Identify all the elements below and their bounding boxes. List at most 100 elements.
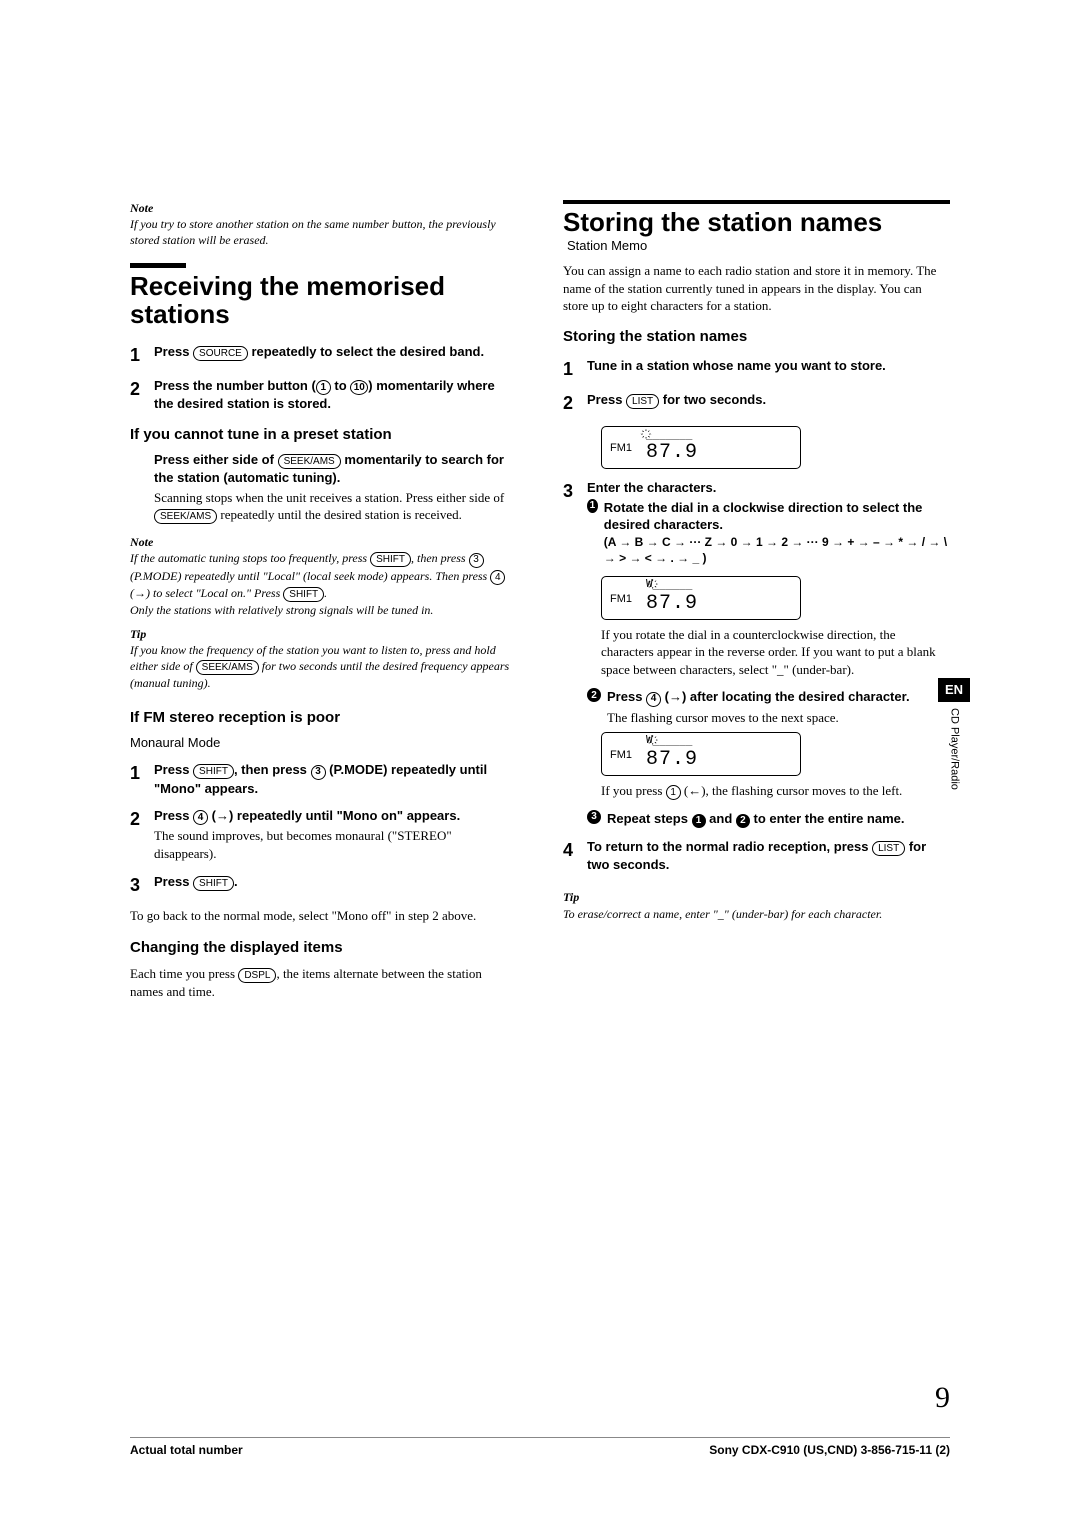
step-number: 1 [563,357,579,381]
body-text: repeatedly until the desired station is … [217,507,462,522]
section-subtitle: Station Memo [567,237,950,255]
step-number: 2 [563,391,579,415]
body-text: If you press [601,783,666,798]
body-text: Each time you press [130,966,238,981]
substep-1-icon: 1 [587,499,598,513]
step-text: Press either side of [154,452,278,467]
step-text: to [331,378,351,393]
substep-text: (→) after locating the desired character… [661,689,910,704]
note-fragment: (→) to select "Local on." Press [130,586,283,600]
step-number: 4 [563,838,579,874]
language-badge: EN [938,678,970,702]
step-3: 3 Enter the characters. 1 Rotate the dia… [563,479,950,566]
char-sequence: (A → B → C → ··· Z → 0 → 1 → 2 → ··· 9 →… [604,534,950,566]
step-2: 2 Press LIST for two seconds. [563,391,950,415]
footer-left: Actual total number [130,1442,243,1458]
section-rule [130,263,186,268]
substep-text: Press [607,689,646,704]
note-label: Note [130,200,517,216]
lcd-freq: 87.9 [646,439,698,466]
shift-label: SHIFT [370,552,411,567]
note-text: If the automatic tuning stops too freque… [130,550,517,618]
source-button-label: SOURCE [193,346,248,361]
shift-label: SHIFT [193,764,234,779]
step-number: 2 [130,377,146,413]
note-fragment: , then press [411,551,469,565]
step-text: (→) repeatedly until "Mono on" appears. [208,808,460,823]
step-text: for two seconds. [659,392,766,407]
step-text: Press [587,392,626,407]
seek-ams-label: SEEK/AMS [154,509,217,524]
side-tab: EN CD Player/Radio [938,678,970,789]
lcd-cursor: W҉ [646,577,653,590]
lcd-dashes: _______ [646,427,692,440]
subsection-heading: Changing the displayed items [130,938,517,958]
tip-label: Tip [563,889,950,905]
substep-text: Rotate the dial in a clockwise direction… [604,499,950,534]
body-text: To go back to the normal mode, select "M… [130,907,517,925]
shift-label: SHIFT [193,876,234,891]
substep-text: and [706,811,736,826]
body-text: The flashing cursor moves to the next sp… [607,709,950,727]
ref-1-icon: 1 [692,814,706,828]
note-fragment: . [324,586,327,600]
page-number: 9 [935,1378,950,1419]
body-text: The sound improves, but becomes monaural… [154,827,517,862]
body-text: (←), the flashing cursor moves to the le… [681,783,903,798]
step-text: Enter the characters. [587,480,716,495]
section-label: CD Player/Radio [947,708,962,790]
lcd-band: FM1 [610,441,632,456]
number-4: 4 [646,692,661,707]
lcd-display-2: FM1 W҉______ 87.9 [601,576,801,620]
tip-text: If you know the frequency of the station… [130,642,517,691]
substep-text: Repeat steps [607,811,692,826]
step-number: 2 [130,807,146,862]
step-text: Tune in a station whose name you want to… [587,357,950,381]
lcd-freq: 87.9 [646,590,698,617]
lcd-display-1: FM1 ҉_______ 87.9 [601,426,801,470]
lcd-cursor: W҉ [646,733,653,746]
step-2: 2 Press 4 (→) repeatedly until "Mono on"… [130,807,517,862]
seek-ams-label: SEEK/AMS [196,660,259,675]
step-text: . [234,874,238,889]
step-1: 1 Tune in a station whose name you want … [563,357,950,381]
step-text: To return to the normal radio reception,… [587,839,872,854]
shift-label: SHIFT [283,587,324,602]
note-text: If you try to store another station on t… [130,216,517,248]
lcd-dashes: ______ [653,577,693,590]
number-3: 3 [469,553,484,568]
step-text: Press [154,762,193,777]
section-rule [563,200,950,204]
left-column: Note If you try to store another station… [130,200,517,1000]
substep-3-icon: 3 [587,810,601,824]
step-text: Press [154,808,193,823]
step-number: 1 [130,343,146,367]
lcd-band: FM1 [610,748,632,763]
intro-text: You can assign a name to each radio stat… [563,262,950,315]
number-4: 4 [193,810,208,825]
list-label: LIST [872,841,905,856]
dspl-label: DSPL [238,968,276,983]
note-label: Note [130,534,517,550]
number-4: 4 [490,570,505,585]
step-number: 3 [563,479,579,566]
substep-text: to enter the entire name. [750,811,905,826]
subsection-heading: If you cannot tune in a preset station [130,425,517,445]
subsection-heading: Storing the station names [563,327,950,347]
section-title: Receiving the memorised stations [130,272,517,329]
step-2: 2 Press the number button (1 to 10) mome… [130,377,517,413]
subsection-heading: If FM stereo reception is poor [130,708,517,728]
tip-label: Tip [130,626,517,642]
number-1: 1 [666,785,681,800]
lcd-display-3: FM1 W҉______ 87.9 [601,732,801,776]
number-button-1: 1 [316,380,331,395]
note-fragment: If the automatic tuning stops too freque… [130,551,370,565]
body-text: Scanning stops when the unit receives a … [154,490,504,505]
body-text: If you rotate the dial in a counterclock… [601,626,950,679]
subsection-body: Press either side of SEEK/AMS momentaril… [154,451,517,524]
tip-text: To erase/correct a name, enter "_" (unde… [563,906,950,922]
step-text: Press [154,344,193,359]
lcd-freq: 87.9 [646,746,698,773]
note-fragment: (P.MODE) repeatedly until "Local" (local… [130,569,490,583]
substep-2-icon: 2 [587,688,601,702]
